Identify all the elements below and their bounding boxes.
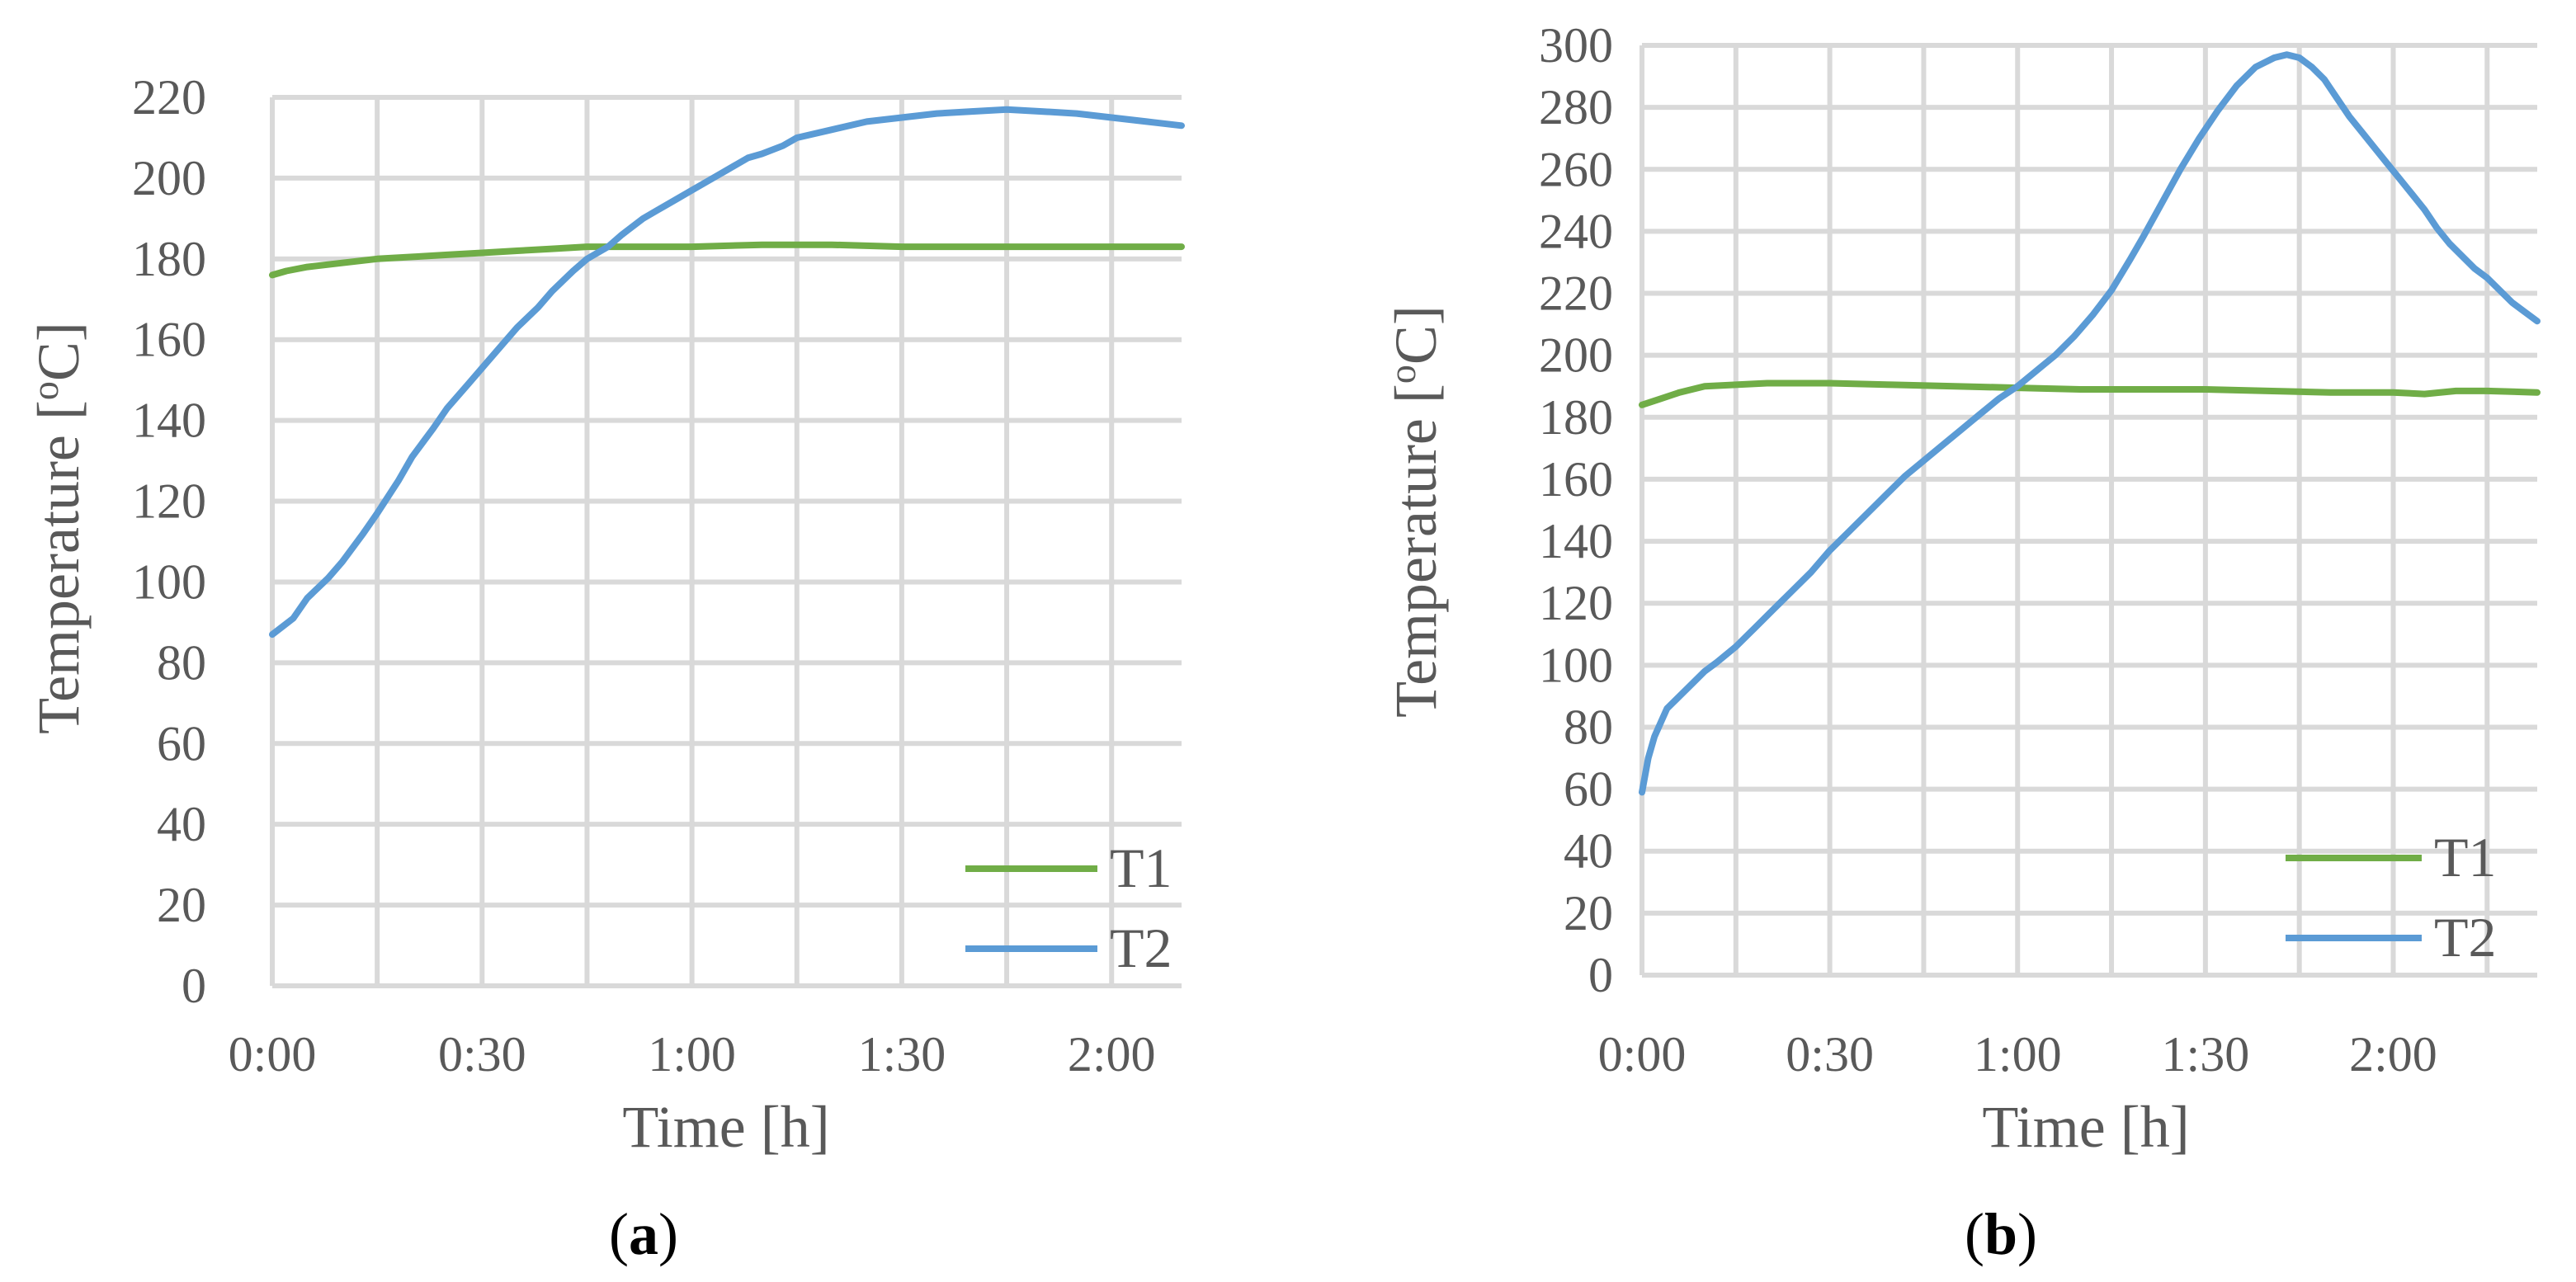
y-tick-label-b-280: 280 xyxy=(1539,80,1613,134)
panel-label-a: (a) xyxy=(609,1201,678,1267)
legend-label-t2-b: T2 xyxy=(2434,906,2497,969)
y-tick-label-b-60: 60 xyxy=(1564,762,1613,817)
x-tick-label-b-4: 2:00 xyxy=(2349,1027,2437,1082)
chart-panel-a: 0 20 40 60 80 100 120 140 160 180 200 220 0:00 0:30 1… xyxy=(24,70,1185,1267)
y-tick-label-b-260: 260 xyxy=(1539,142,1613,196)
legend-label-t1-b: T1 xyxy=(2434,826,2497,888)
legend-b: T1 T2 xyxy=(2286,826,2497,969)
y-tick-label-a-180: 180 xyxy=(132,232,206,286)
y-tick-label-b-20: 20 xyxy=(1564,886,1613,940)
y-tick-label-a-220: 220 xyxy=(132,70,206,125)
series-line-t1-b xyxy=(1639,379,2541,408)
chart-panel-b: 0 20 40 60 80 100 120 140 160 180 200 220 240 260 280 3… xyxy=(1381,18,2541,1267)
y-tick-label-b-100: 100 xyxy=(1539,638,1613,692)
y-tick-label-b-300: 300 xyxy=(1539,18,1613,73)
y-axis-title-b: Temperature [oC] xyxy=(1381,305,1450,718)
legend-label-t2-a: T2 xyxy=(1110,917,1172,979)
legend-label-t1-a: T1 xyxy=(1110,837,1172,899)
y-tick-label-b-240: 240 xyxy=(1539,204,1613,258)
y-tick-label-b-140: 140 xyxy=(1539,514,1613,568)
series-line-t1-a xyxy=(269,241,1185,279)
y-tick-label-b-80: 80 xyxy=(1564,700,1613,754)
x-tick-label-a-2: 1:00 xyxy=(648,1027,736,1082)
y-tick-label-b-120: 120 xyxy=(1539,576,1613,630)
y-axis-title-a: Temperature [oC] xyxy=(24,322,92,734)
y-tick-label-a-40: 40 xyxy=(157,797,206,851)
x-ticks-a: 0:00 0:30 1:00 1:30 2:00 xyxy=(229,1027,1156,1082)
y-tick-label-b-0: 0 xyxy=(1588,948,1613,1002)
y-tick-label-b-180: 180 xyxy=(1539,390,1613,445)
series-group-a xyxy=(269,106,1185,639)
y-tick-label-a-160: 160 xyxy=(132,313,206,367)
series-line-t2-b xyxy=(1639,51,2541,796)
y-tick-label-a-80: 80 xyxy=(157,635,206,690)
x-tick-label-b-1: 0:30 xyxy=(1786,1027,1874,1082)
y-ticks-b: 0 20 40 60 80 100 120 140 160 180 200 220 240 260 280 3… xyxy=(1539,18,1613,1002)
x-tick-label-a-4: 2:00 xyxy=(1068,1027,1156,1082)
x-ticks-b: 0:00 0:30 1:00 1:30 2:00 xyxy=(1598,1027,2437,1082)
y-ticks-a: 0 20 40 60 80 100 120 140 160 180 200 220 xyxy=(132,70,206,1013)
y-tick-label-a-60: 60 xyxy=(157,716,206,771)
y-tick-label-a-140: 140 xyxy=(132,394,206,448)
x-tick-label-b-3: 1:30 xyxy=(2162,1027,2250,1082)
series-line-t2-a xyxy=(269,106,1185,639)
legend-a: T1 T2 xyxy=(965,837,1172,979)
y-tick-label-a-200: 200 xyxy=(132,151,206,205)
x-axis-title-a: Time [h] xyxy=(622,1094,829,1160)
x-tick-label-a-3: 1:30 xyxy=(858,1027,946,1082)
x-axis-title-b: Time [h] xyxy=(1982,1094,2189,1160)
x-tick-label-a-1: 0:30 xyxy=(438,1027,526,1082)
x-tick-label-b-2: 1:00 xyxy=(1974,1027,2062,1082)
panel-label-b: (b) xyxy=(1965,1201,2037,1267)
y-tick-label-a-20: 20 xyxy=(157,878,206,932)
gridlines-a xyxy=(270,95,1182,988)
series-group-b xyxy=(1639,51,2541,796)
y-tick-label-a-0: 0 xyxy=(182,959,206,1013)
y-tick-label-b-40: 40 xyxy=(1564,824,1613,879)
y-tick-label-b-200: 200 xyxy=(1539,328,1613,383)
x-tick-label-b-0: 0:00 xyxy=(1598,1027,1687,1082)
y-tick-label-a-120: 120 xyxy=(132,474,206,529)
y-tick-label-b-220: 220 xyxy=(1539,266,1613,321)
y-tick-label-b-160: 160 xyxy=(1539,452,1613,507)
y-tick-label-a-100: 100 xyxy=(132,554,206,609)
x-tick-label-a-0: 0:00 xyxy=(229,1027,317,1082)
